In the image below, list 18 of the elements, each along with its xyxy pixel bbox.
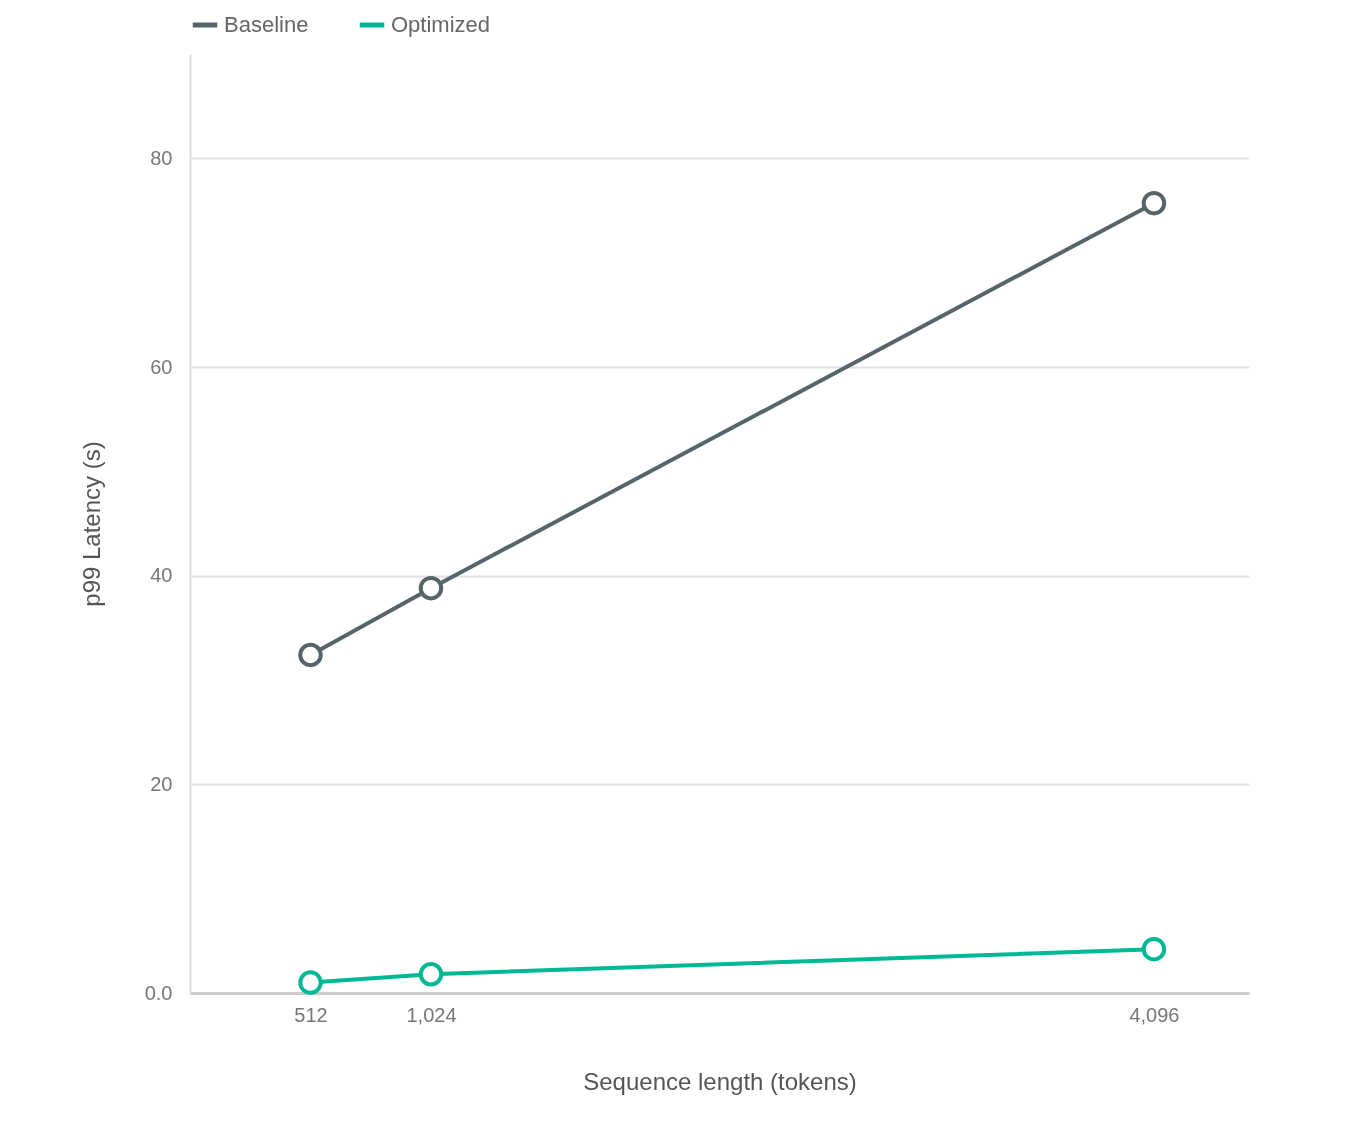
- y-tick-label: 80: [150, 146, 173, 169]
- legend-label: Baseline: [224, 12, 309, 37]
- point: [1141, 936, 1167, 962]
- point: [418, 961, 444, 987]
- y-tick-label: 60: [150, 355, 173, 378]
- x-tick-label: 4,096: [1129, 1003, 1180, 1026]
- x-tick-label: 512: [294, 1003, 328, 1026]
- y-tick-label: 40: [150, 564, 173, 587]
- point: [1141, 190, 1167, 216]
- y-axis-title: p99 Latency (s): [77, 441, 105, 607]
- y-tick-label: 20: [150, 772, 173, 795]
- point: [298, 970, 323, 995]
- x-axis-title: Sequence length (tokens): [583, 1067, 857, 1095]
- point: [418, 575, 444, 601]
- point: [298, 642, 323, 668]
- y-tick-label: 0.0: [144, 981, 173, 1004]
- legend-label: Optimized: [391, 12, 491, 37]
- x-tick-label: 1,024: [406, 1003, 457, 1026]
